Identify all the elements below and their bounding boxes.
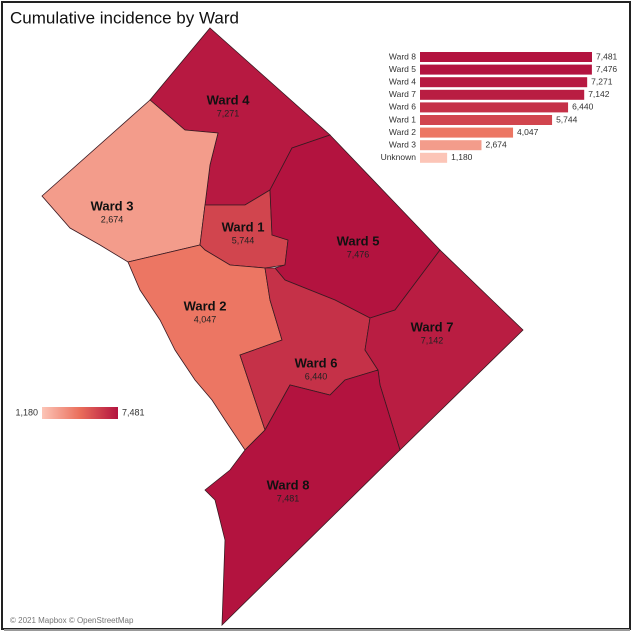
ward-value: 6,440 [305, 371, 328, 381]
legend-max: 7,481 [122, 407, 145, 417]
ward-name: Ward 4 [207, 92, 251, 107]
bar-category-label: Ward 2 [389, 127, 416, 137]
ward-name: Ward 1 [222, 219, 265, 234]
bar [420, 77, 588, 88]
bar-category-label: Ward 3 [389, 139, 416, 149]
title: Cumulative incidence by Ward [10, 8, 239, 27]
ward-value: 7,142 [421, 335, 444, 345]
bar [420, 52, 592, 62]
bar-category-label: Ward 1 [389, 114, 416, 124]
ward-name: Ward 6 [295, 355, 338, 370]
bar-category-label: Unknown [381, 152, 417, 162]
bar-category-label: Ward 4 [389, 76, 416, 86]
bar [420, 127, 514, 138]
ward-name: Ward 7 [411, 319, 454, 334]
bar [420, 140, 482, 151]
bar-value-label: 7,476 [596, 64, 618, 74]
ward-value: 7,481 [277, 493, 300, 503]
bar [420, 115, 553, 125]
legend-min: 1,180 [15, 407, 38, 417]
legend-gradient [42, 407, 118, 419]
bar [420, 152, 448, 163]
ward-name: Ward 3 [91, 198, 134, 213]
bar-value-label: 5,744 [556, 114, 578, 124]
ward-region [204, 369, 401, 626]
bar [420, 89, 585, 100]
ward-name: Ward 8 [267, 477, 310, 492]
bar-value-label: 1,180 [451, 152, 473, 162]
ward-value: 2,674 [101, 214, 124, 224]
bar-category-label: Ward 8 [389, 51, 416, 61]
ward-value: 7,476 [347, 249, 370, 259]
attribution: © 2021 Mapbox © OpenStreetMap [10, 616, 134, 625]
ward-value: 7,271 [217, 108, 240, 118]
bar [420, 102, 569, 113]
bar-value-label: 6,440 [572, 102, 594, 112]
ward-value: 4,047 [194, 314, 217, 324]
bar-category-label: Ward 6 [389, 102, 416, 112]
bar-value-label: 2,674 [485, 139, 507, 149]
bar-value-label: 4,047 [517, 127, 539, 137]
ward-value: 5,744 [232, 235, 255, 245]
bar-category-label: Ward 5 [389, 64, 416, 74]
bar-value-label: 7,271 [591, 76, 613, 86]
bar-category-label: Ward 7 [389, 89, 416, 99]
ward-name: Ward 2 [184, 298, 227, 313]
ward-name: Ward 5 [337, 233, 380, 248]
bar-value-label: 7,481 [596, 51, 618, 61]
bar-chart: Ward 8 7,481 Ward 5 7,476 Ward 4 7,271 Ward 7 7… [381, 51, 618, 163]
color-legend: 1,180 7,481 [15, 407, 145, 419]
bar [420, 64, 592, 75]
bar-value-label: 7,142 [588, 89, 610, 99]
